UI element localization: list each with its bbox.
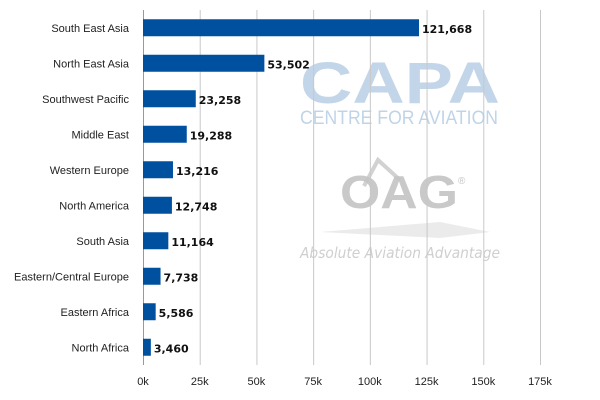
data-label: 12,748 bbox=[175, 200, 217, 213]
data-label: 53,502 bbox=[267, 58, 309, 71]
data-label: 7,738 bbox=[164, 271, 199, 284]
oag-watermark-logo: OAG bbox=[340, 166, 458, 218]
category-label: Southwest Pacific bbox=[42, 94, 129, 106]
bar bbox=[143, 303, 156, 321]
bar bbox=[143, 19, 420, 37]
x-tick-label: 75k bbox=[304, 376, 322, 388]
category-label: South Asia bbox=[76, 236, 129, 248]
bar bbox=[143, 125, 187, 143]
x-tick-label: 150k bbox=[471, 376, 495, 388]
category-labels: South East Asia North East Asia Southwest … bbox=[14, 23, 130, 355]
oag-watermark-tagline: Absolute Aviation Advantage bbox=[299, 244, 500, 262]
capa-watermark-logo: CAPA bbox=[300, 51, 500, 116]
oag-plane-icon bbox=[362, 156, 402, 187]
bar bbox=[143, 161, 173, 179]
bar bbox=[143, 267, 161, 285]
data-label: 5,586 bbox=[159, 307, 194, 320]
x-tick-label: 50k bbox=[248, 376, 266, 388]
category-label: Eastern Africa bbox=[61, 307, 130, 319]
category-label: South East Asia bbox=[51, 23, 130, 35]
category-label: North America bbox=[59, 200, 130, 212]
data-label: 3,460 bbox=[154, 342, 189, 355]
bar bbox=[143, 90, 196, 108]
data-label: 13,216 bbox=[176, 165, 219, 178]
bar bbox=[143, 54, 265, 72]
x-axis-ticks: 0k 25k 50k 75k 100k 125k 150k 175k bbox=[137, 376, 552, 388]
bar bbox=[143, 196, 172, 214]
data-label: 23,258 bbox=[199, 94, 241, 107]
watermarks: CAPA CENTRE FOR AVIATION OAG ® Absolute … bbox=[299, 51, 500, 262]
capa-watermark-subtitle: CENTRE FOR AVIATION bbox=[300, 108, 498, 129]
category-label: Middle East bbox=[72, 129, 129, 141]
oag-registered-mark: ® bbox=[458, 176, 466, 187]
bars bbox=[143, 19, 420, 356]
x-tick-label: 0k bbox=[137, 376, 149, 388]
category-label: North Africa bbox=[72, 342, 130, 354]
data-label: 19,288 bbox=[190, 129, 232, 142]
x-tick-label: 175k bbox=[528, 376, 552, 388]
category-label: Western Europe bbox=[50, 165, 129, 177]
bar bbox=[143, 338, 151, 356]
oag-swoosh bbox=[320, 222, 490, 238]
bar bbox=[143, 232, 169, 250]
x-tick-label: 25k bbox=[191, 376, 209, 388]
data-label: 121,668 bbox=[422, 23, 472, 36]
category-label: Eastern/Central Europe bbox=[14, 271, 129, 283]
x-tick-label: 125k bbox=[415, 376, 439, 388]
x-tick-label: 100k bbox=[358, 376, 382, 388]
data-labels: 121,668 53,502 23,258 19,288 13,216 12,748 11,… bbox=[154, 23, 472, 356]
category-label: North East Asia bbox=[53, 58, 130, 70]
data-label: 11,164 bbox=[171, 236, 214, 249]
